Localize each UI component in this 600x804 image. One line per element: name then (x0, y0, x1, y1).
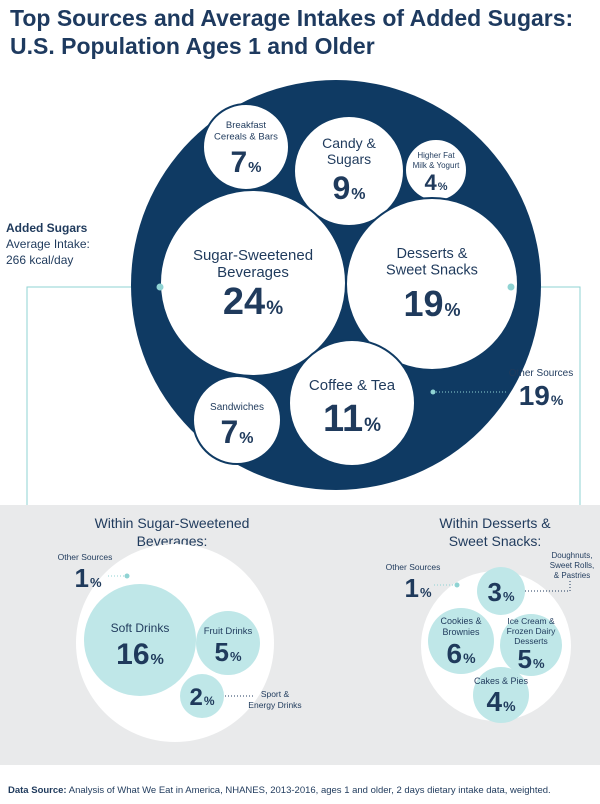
bubble-doughnuts (477, 567, 525, 615)
label-doughnuts-line-3: & Pastries (554, 571, 590, 580)
intake-label: Average Intake: (6, 237, 90, 251)
label-candy-sugars-line-1: Candy & (322, 135, 376, 151)
label-bev-other-sources: Other Sources (58, 552, 113, 562)
label-sport-energy-drinks-line-1: Sport & (261, 689, 290, 699)
bubble-fruit-drinks (196, 611, 260, 675)
beverages-title-line-2: Beverages: (137, 533, 208, 549)
bubble-coffee-tea (288, 339, 416, 467)
bubble-sport-energy-drinks (180, 674, 224, 718)
bubble-desserts-sweet-snacks (345, 197, 519, 371)
bubble-sandwiches (192, 375, 282, 465)
label-ice-cream-line-2: Frozen Dairy (507, 626, 556, 636)
desserts-title-line-2: Sweet Snacks: (449, 533, 542, 549)
label-doughnuts-line-2: Sweet Rolls, (550, 561, 594, 570)
label-breakfast-cereals-bars-line-1: Breakfast (226, 120, 266, 131)
label-soft-drinks: Soft Drinks (111, 621, 170, 635)
label-sandwiches-line-1: Sandwiches (210, 402, 264, 413)
desserts-title-line-1: Within Desserts & (439, 515, 551, 531)
value-other-sources-main: 19% (519, 380, 564, 411)
bubble-cookies (428, 608, 494, 674)
value-bev-other-sources: 1% (74, 563, 101, 593)
label-cakes-pies: Cakes & Pies (474, 676, 529, 686)
label-cookies-line-1: Cookies & (440, 616, 481, 626)
bubble-ice-cream (500, 614, 562, 676)
beverages-title-line-1: Within Sugar-Sweetened (95, 515, 250, 531)
data-source-text: Analysis of What We Eat in America, NHAN… (68, 785, 551, 796)
label-other-sources-main: Other Sources (509, 368, 573, 379)
label-fruit-drinks: Fruit Drinks (204, 626, 253, 637)
label-desserts-sweet-snacks-line-2: Sweet Snacks (386, 263, 478, 279)
data-source-label: Data Source: (8, 785, 67, 796)
leader-dot-other-sources (430, 389, 436, 395)
leader-dot-bev-other (124, 573, 130, 579)
data-source-note: Data Source: Analysis of What We Eat in … (8, 785, 598, 796)
label-higher-fat-milk-yogurt-line-1: Higher Fat (417, 151, 455, 160)
label-sport-energy-drinks-line-2: Energy Drinks (248, 700, 301, 710)
connector-beverages (26, 286, 160, 505)
label-des-other-sources: Other Sources (386, 562, 441, 572)
label-ice-cream-line-1: Ice Cream & (507, 616, 555, 626)
label-desserts-sweet-snacks-line-1: Desserts & (397, 246, 468, 262)
label-ice-cream-line-3: Desserts (514, 636, 548, 646)
leader-dot-des-other (454, 582, 460, 588)
label-breakfast-cereals-bars-line-2: Cereals & Bars (214, 132, 278, 143)
label-coffee-tea-line-1: Coffee & Tea (309, 377, 396, 394)
label-sugar-sweetened-beverages-line-2: Beverages (217, 264, 289, 281)
label-doughnuts-line-1: Doughnuts, (552, 551, 593, 560)
connector-dot-desserts (507, 283, 515, 291)
value-des-other-sources: 1% (404, 573, 431, 603)
intake-value: 266 kcal/day (6, 253, 73, 267)
bubble-candy-sugars (293, 115, 405, 227)
leader-doughnuts (525, 580, 571, 592)
label-sugar-sweetened-beverages-line-1: Sugar-Sweetened (193, 247, 313, 264)
label-candy-sugars-line-2: Sugars (327, 151, 371, 167)
label-higher-fat-milk-yogurt-line-2: Milk & Yogurt (413, 161, 460, 170)
chart-title: Top Sources and Average Intakes of Added… (10, 5, 574, 59)
intake-heading: Added Sugars (6, 221, 88, 235)
connector-dot-beverages (156, 283, 164, 291)
label-cookies-line-2: Brownies (442, 627, 480, 637)
bubble-soft-drinks (84, 584, 196, 696)
bubble-cakes-pies (473, 667, 529, 723)
